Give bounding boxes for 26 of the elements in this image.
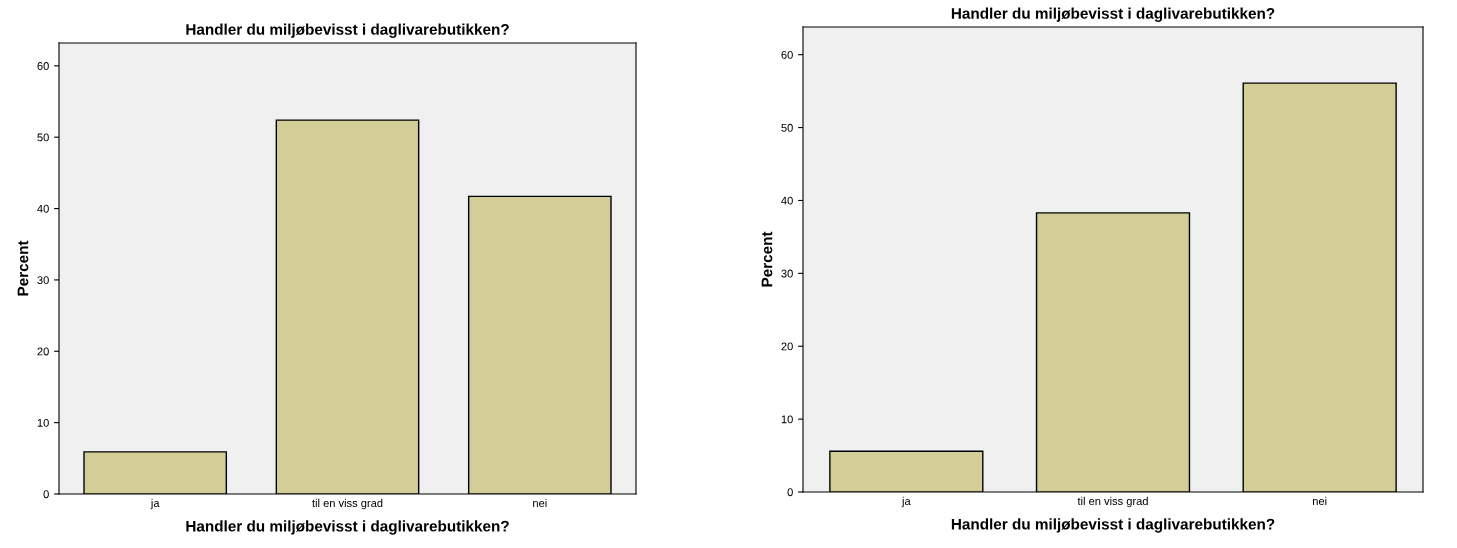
y-tick-label: 40	[37, 204, 49, 213]
chart-title: Handler du miljøbevisst i daglivarebutikken?	[186, 23, 509, 38]
chart-title: Handler du miljøbevisst i daglivarebutikken?	[951, 7, 1275, 22]
y-axis-title: Percent	[17, 240, 29, 296]
y-tick-label: 20	[37, 347, 49, 356]
x-tick-label: nei	[533, 498, 547, 508]
y-tick-label: 10	[781, 415, 793, 424]
y-tick-label: 0	[787, 488, 793, 497]
y-tick-label: 50	[781, 123, 793, 132]
x-tick-label: ja	[150, 498, 160, 510]
x-tick-label: til en viss grad	[1077, 496, 1148, 508]
y-tick-label: 10	[37, 418, 49, 427]
y-tick-label: 0	[43, 490, 49, 499]
y-tick-label: 20	[781, 342, 793, 351]
y-tick-label: 40	[781, 196, 793, 205]
y-tick-label: 30	[37, 276, 49, 285]
y-tick-label: 60	[781, 50, 793, 59]
x-axis-title: Handler du miljøbevisst i daglivarebutikken?	[186, 520, 509, 535]
y-tick-label: 50	[37, 133, 49, 142]
y-tick-label: 60	[37, 62, 49, 70]
x-tick-label: nei	[1312, 496, 1327, 506]
x-tick-label: ja	[901, 496, 911, 508]
y-tick-label: 30	[781, 269, 793, 278]
x-tick-label: til en viss grad	[312, 498, 383, 510]
x-axis-title: Handler du miljøbevisst i daglivarebutikken?	[951, 518, 1275, 533]
y-axis-title: Percent	[761, 231, 773, 287]
